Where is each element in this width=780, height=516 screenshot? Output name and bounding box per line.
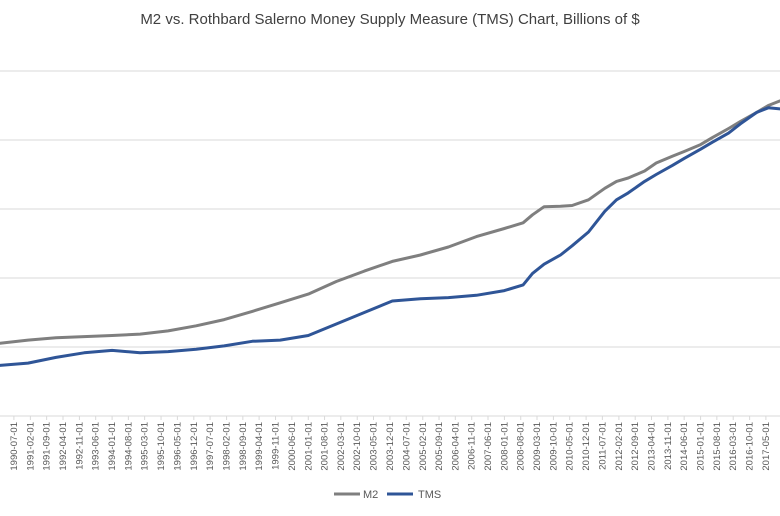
x-tick-label: 1998-02-01 <box>222 422 233 471</box>
x-tick-label: 2006-04-01 <box>450 422 461 471</box>
chart-title: M2 vs. Rothbard Salerno Money Supply Mea… <box>140 11 640 28</box>
legend: M2 TMS <box>334 489 441 501</box>
x-tick-label: 2011-07-01 <box>597 422 608 470</box>
x-tick-label: 1992-04-01 <box>58 422 69 471</box>
x-tick-label: 2013-11-01 <box>663 422 674 470</box>
x-tick-label: 2002-10-01 <box>352 422 363 471</box>
x-tick-label: 2003-05-01 <box>369 422 380 471</box>
x-tick-label: 2012-02-01 <box>614 422 625 471</box>
x-tick-label: 1994-01-01 <box>107 422 118 471</box>
legend-label-tms: TMS <box>418 489 441 501</box>
x-tick-label: 1996-12-01 <box>189 422 200 471</box>
x-tick-label: 2005-02-01 <box>418 422 429 471</box>
x-tick-label: 2015-01-01 <box>696 422 707 471</box>
x-tick-label: 2002-03-01 <box>336 422 347 471</box>
x-tick-label: 2008-08-01 <box>516 422 527 471</box>
x-tick-label: 2003-12-01 <box>385 422 396 471</box>
x-tick-label: 2009-03-01 <box>532 422 543 471</box>
x-tick-label: 1991-09-01 <box>42 422 53 471</box>
x-tick-label: 2008-01-01 <box>499 422 510 471</box>
series-group <box>0 99 780 367</box>
x-tick-label: 1995-03-01 <box>140 422 151 471</box>
x-tick-label: 1999-11-01 <box>271 422 282 470</box>
x-tick-label: 2005-09-01 <box>434 422 445 471</box>
x-tick-label: 1994-08-01 <box>123 422 134 471</box>
x-tick-label: 2007-06-01 <box>483 422 494 471</box>
x-tick-label: 2009-10-01 <box>548 422 559 471</box>
x-tick-label: 1995-10-01 <box>156 422 167 471</box>
x-tick-label: 2001-01-01 <box>303 422 314 471</box>
x-axis-ticks: 1990-07-01 1991-02-01 1991-09-01 1992-04-01… <box>9 416 772 471</box>
x-tick-label: 2014-06-01 <box>679 422 690 471</box>
x-tick-label: 1990-07-01 <box>9 422 20 471</box>
x-tick-label: 2013-04-01 <box>646 422 657 471</box>
x-tick-label: 2004-07-01 <box>401 422 412 471</box>
x-tick-label: 2010-12-01 <box>581 422 592 471</box>
series-line-tms <box>0 106 780 367</box>
gridlines <box>0 70 780 417</box>
legend-label-m2: M2 <box>363 489 378 501</box>
x-tick-label: 2000-06-01 <box>287 422 298 471</box>
x-tick-label: 1996-05-01 <box>172 422 183 471</box>
x-tick-label: 1991-02-01 <box>25 422 36 471</box>
x-tick-label: 2012-09-01 <box>630 422 641 471</box>
x-tick-label: 2006-11-01 <box>467 422 478 470</box>
x-tick-label: 2016-10-01 <box>745 422 756 471</box>
x-tick-label: 2001-08-01 <box>320 422 331 471</box>
x-tick-label: 1998-09-01 <box>238 422 249 471</box>
x-tick-label: 1993-06-01 <box>91 422 102 471</box>
series-line-m2 <box>0 99 780 345</box>
x-tick-label: 1997-07-01 <box>205 422 216 471</box>
x-tick-label: 2010-05-01 <box>565 422 576 471</box>
x-tick-label: 2017-05-01 <box>761 422 772 471</box>
x-tick-label: 1992-11-01 <box>74 422 85 470</box>
x-tick-label: 2016-03-01 <box>728 422 739 471</box>
x-tick-label: 2015-08-01 <box>712 422 723 471</box>
x-tick-label: 1999-04-01 <box>254 422 265 471</box>
